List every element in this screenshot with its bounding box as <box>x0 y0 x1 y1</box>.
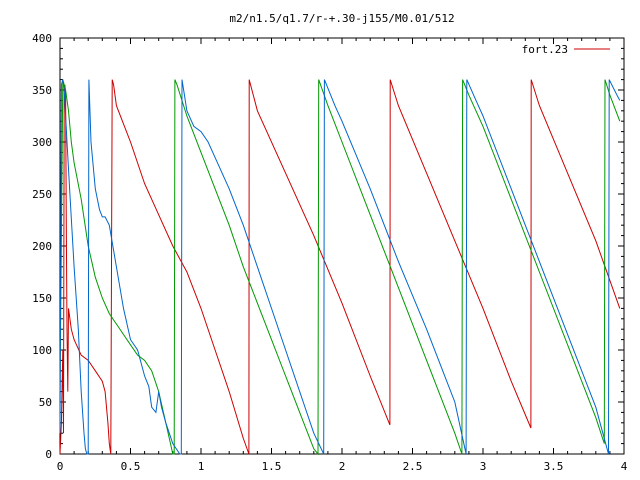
series-line-2 <box>59 79 621 456</box>
x-tick-label: 3.5 <box>544 460 564 473</box>
y-tick-label: 300 <box>32 136 52 149</box>
x-tick-label: 4 <box>621 460 628 473</box>
y-tick-label: 150 <box>32 292 52 305</box>
x-tick-label: 2.5 <box>403 460 423 473</box>
x-tick-label: 0.5 <box>121 460 141 473</box>
y-tick-label: 350 <box>32 84 52 97</box>
series-line-3 <box>59 79 621 455</box>
x-tick-label: 0 <box>57 460 64 473</box>
legend: fort.23 <box>522 43 610 56</box>
x-tick-label: 1 <box>198 460 205 473</box>
x-tick-label: 2 <box>339 460 346 473</box>
y-tick-label: 100 <box>32 344 52 357</box>
y-tick-label: 250 <box>32 188 52 201</box>
y-tick-label: 200 <box>32 240 52 253</box>
x-tick-label: 1.5 <box>262 460 282 473</box>
y-tick-label: 50 <box>39 396 52 409</box>
series-line-1 <box>59 79 621 455</box>
axis-ticks: 0 0.5 1 1.5 2 2.5 3 3.5 4 0 50 100 150 200 250 300 350 40… <box>32 32 628 473</box>
legend-label: fort.23 <box>522 43 568 56</box>
y-tick-label: 0 <box>45 448 52 461</box>
plot-frame <box>59 37 625 455</box>
x-tick-label: 3 <box>480 460 487 473</box>
series-layer <box>59 79 621 456</box>
y-tick-label: 400 <box>32 32 52 45</box>
chart-title: m2/n1.5/q1.7/r-+.30-j155/M0.01/512 <box>229 12 454 25</box>
